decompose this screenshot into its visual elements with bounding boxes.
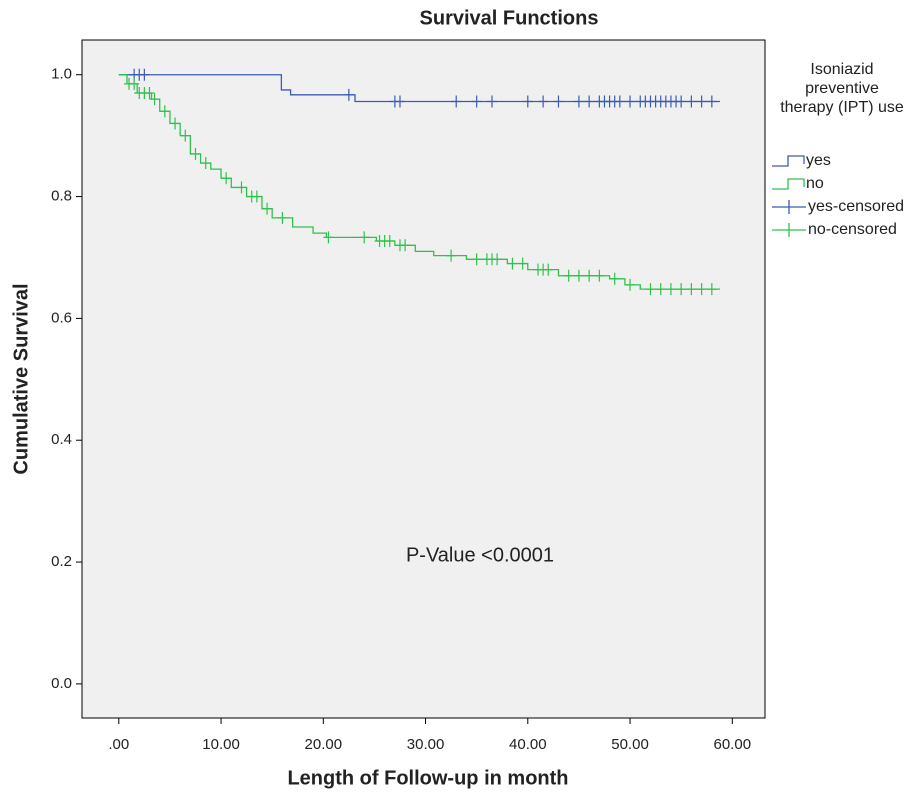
y-tick-label: 0.2	[51, 553, 72, 570]
censor-mark	[262, 202, 273, 215]
x-tick-label: 60.00	[714, 736, 752, 753]
censor-mark	[384, 235, 395, 248]
censor-mark	[200, 157, 211, 170]
censor-mark	[573, 95, 584, 108]
legend-title: Isoniazid preventive therapy (IPT) use	[780, 61, 904, 116]
legend-swatch	[772, 223, 806, 237]
censor-mark	[686, 95, 697, 108]
censor-mark	[645, 283, 656, 296]
censor-mark	[129, 77, 140, 90]
censor-mark	[471, 95, 482, 108]
censor-mark	[446, 249, 457, 262]
censor-mark	[144, 86, 155, 99]
censor-mark	[563, 269, 574, 282]
y-axis-title: Cumulative Survival	[10, 283, 32, 474]
censor-mark	[139, 68, 150, 81]
censor-mark	[190, 147, 201, 160]
censor-mark	[553, 95, 564, 108]
censor-mark	[451, 95, 462, 108]
legend-label: no-censored	[808, 221, 897, 238]
censor-mark	[609, 272, 620, 285]
y-tick-label: 0.6	[51, 309, 72, 326]
annotation: P-Value <0.0001	[406, 544, 554, 566]
censor-mark	[584, 95, 595, 108]
censor-mark	[573, 269, 584, 282]
censor-mark	[625, 278, 636, 291]
x-tick-label: .00	[108, 736, 129, 753]
censor-mark	[625, 95, 636, 108]
censor-mark	[686, 283, 697, 296]
x-tick-label: 50.00	[611, 736, 649, 753]
censor-mark	[180, 129, 191, 142]
censor-mark	[706, 95, 717, 108]
censor-mark	[614, 95, 625, 108]
censor-mark	[538, 95, 549, 108]
censor-mark	[676, 283, 687, 296]
y-tick-label: 0.0	[51, 675, 72, 692]
legend-label: no	[806, 175, 824, 192]
censor-mark	[359, 231, 370, 244]
censor-mark	[543, 263, 554, 276]
censor-mark	[655, 283, 666, 296]
censor-mark	[522, 95, 533, 108]
censor-mark	[149, 93, 160, 106]
censor-mark	[221, 172, 232, 185]
censor-mark	[487, 95, 498, 108]
censor-mark	[170, 117, 181, 130]
censor-mark	[236, 181, 247, 194]
censor-mark	[665, 283, 676, 296]
censor-mark	[676, 95, 687, 108]
x-tick-label: 20.00	[305, 736, 343, 753]
legend-swatch	[772, 178, 805, 190]
censor-mark	[251, 190, 262, 203]
x-tick-label: 40.00	[509, 736, 547, 753]
censor-mark	[517, 257, 528, 270]
censor-mark	[492, 253, 503, 266]
legend-label: yes	[806, 152, 831, 169]
censor-mark	[343, 88, 354, 101]
censor-mark	[696, 283, 707, 296]
y-tick-label: 0.4	[51, 431, 72, 448]
legend-swatch	[772, 155, 805, 167]
censor-mark	[706, 283, 717, 296]
censor-mark	[696, 95, 707, 108]
censor-mark	[507, 257, 518, 270]
x-axis-title: Length of Follow-up in month	[287, 767, 568, 789]
censor-mark	[471, 253, 482, 266]
censor-mark	[277, 211, 288, 224]
x-tick-label: 30.00	[407, 736, 445, 753]
censor-mark	[323, 231, 334, 244]
survival-line	[118, 74, 721, 103]
censor-mark	[584, 269, 595, 282]
chart-title: Survival Functions	[420, 7, 599, 29]
y-tick-label: 0.8	[51, 188, 72, 205]
censor-mark	[400, 239, 411, 252]
censor-mark	[394, 95, 405, 108]
legend-swatch	[772, 200, 806, 214]
legend-label: yes-censored	[808, 198, 904, 215]
censor-mark	[594, 269, 605, 282]
y-tick-label: 1.0	[51, 66, 72, 83]
x-tick-label: 10.00	[202, 736, 240, 753]
censor-mark	[159, 105, 170, 118]
plot-area	[81, 39, 766, 719]
